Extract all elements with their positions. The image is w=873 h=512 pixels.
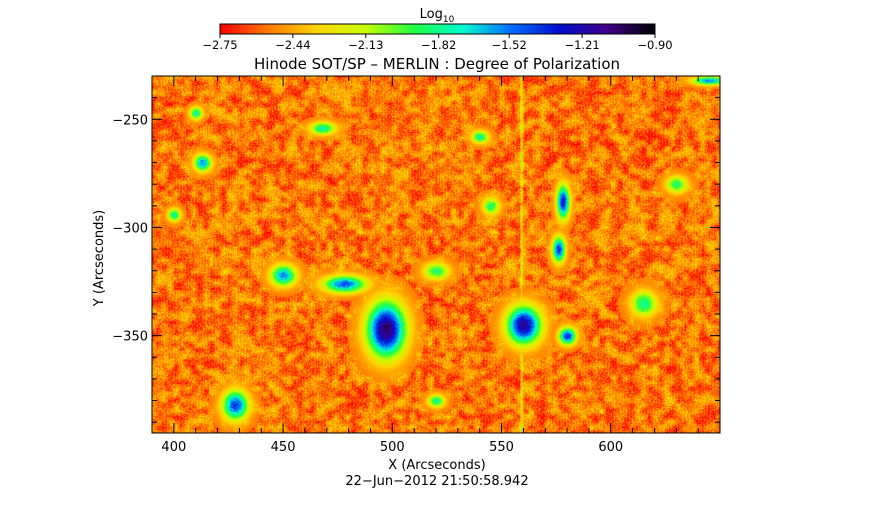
- colorbar-tick-label: −2.13: [348, 38, 383, 52]
- x-tick-label: 450: [271, 440, 296, 455]
- x-tick-label: 550: [489, 440, 514, 455]
- polarization-heatmap: [152, 76, 720, 433]
- x-axis-label: X (Arcseconds): [388, 458, 485, 473]
- colorbar-tick-label: −0.90: [637, 38, 672, 52]
- timestamp: 22−Jun−2012 21:50:58.942: [345, 474, 528, 489]
- colorbar: [220, 24, 655, 34]
- x-tick-label: 400: [161, 440, 186, 455]
- colorbar-tick-label: −1.82: [421, 38, 456, 52]
- colorbar-frame: [219, 23, 656, 35]
- colorbar-tick-label: −1.52: [492, 38, 527, 52]
- y-tick-label: −250: [112, 113, 148, 128]
- x-axis-ticks: 400 450 500 550 600: [151, 76, 721, 455]
- x-tick-label: 600: [598, 440, 623, 455]
- plot-image-group: [152, 76, 720, 433]
- colorbar-label: Log10: [420, 7, 455, 25]
- colorbar-tick-label: −2.44: [275, 38, 310, 52]
- y-tick-label: −300: [112, 221, 148, 236]
- y-axis-label: Y (Arcseconds): [92, 210, 107, 307]
- chart-title: Hinode SOT/SP – MERLIN : Degree of Polar…: [254, 55, 620, 73]
- x-tick-label: 500: [380, 440, 405, 455]
- y-axis-ticks: −250 −300 −350: [112, 75, 720, 423]
- colorbar-tick-label: −1.21: [564, 38, 599, 52]
- y-tick-label: −350: [112, 330, 148, 345]
- colorbar-tick-label: −2.75: [202, 38, 237, 52]
- colorbar-ticks: −2.75 −2.44 −2.13 −1.82 −1.52 −1.21 −0.90: [202, 34, 673, 52]
